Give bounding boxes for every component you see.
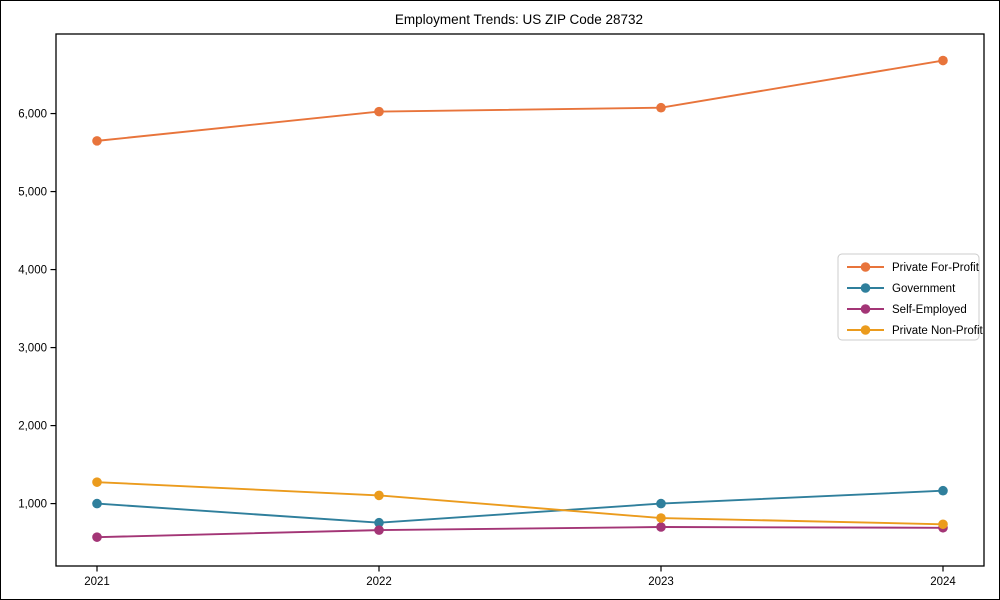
- data-point-government: [374, 517, 384, 528]
- legend-label-private-for-profit: Private For-Profit: [892, 262, 980, 274]
- legend-marker-government: [860, 283, 871, 293]
- x-tick-label: 2021: [84, 576, 110, 588]
- y-tick-label: 2,000: [18, 421, 47, 433]
- data-point-government: [656, 498, 666, 509]
- data-point-private-non-profit: [374, 490, 384, 501]
- data-point-private-non-profit: [656, 513, 666, 523]
- y-tick-label: 6,000: [18, 109, 47, 121]
- data-point-private-non-profit: [938, 519, 948, 530]
- series-line-government: [96, 489, 944, 524]
- y-tick-label: 5,000: [18, 187, 47, 199]
- series-line-private-non-profit: [96, 481, 944, 526]
- data-point-self-employed: [92, 532, 102, 542]
- y-tick-label: 4,000: [18, 265, 47, 277]
- plot-area: 1,000 2,000 3,000 4,000 5,000 6,000 2021 2022 20…: [18, 33, 985, 588]
- y-tick-label: 3,000: [18, 343, 47, 355]
- data-point-private-non-profit: [92, 477, 102, 487]
- legend-label-self-employed: Self-Employed: [892, 304, 967, 316]
- legend-label-private-non-profit: Private Non-Profit: [892, 325, 984, 337]
- x-tick-label: 2022: [366, 576, 392, 588]
- legend-box: [837, 253, 980, 341]
- data-point-private-for-profit: [656, 102, 666, 113]
- legend-marker-self-employed: [860, 304, 871, 314]
- x-tick-label: 2024: [930, 576, 956, 588]
- data-point-private-for-profit: [92, 136, 102, 146]
- chart-title: Employment Trends: US ZIP Code 28732: [395, 12, 643, 27]
- data-point-private-for-profit: [938, 55, 948, 66]
- series-line-self-employed: [96, 526, 944, 539]
- data-point-government: [938, 485, 948, 496]
- data-point-private-for-profit: [374, 106, 384, 117]
- legend-marker-private-for-profit: [860, 262, 871, 272]
- data-point-government: [92, 498, 102, 509]
- legend-marker-private-non-profit: [860, 325, 871, 335]
- series-line-private-for-profit: [96, 59, 944, 142]
- data-point-self-employed: [374, 525, 384, 535]
- y-tick-label: 1,000: [18, 499, 47, 511]
- data-point-self-employed: [656, 522, 666, 532]
- axes-frame: [55, 33, 985, 567]
- legend: Private For-Profit Government Self-Employe…: [837, 253, 984, 341]
- legend-label-government: Government: [892, 283, 956, 295]
- x-tick-label: 2023: [648, 576, 674, 588]
